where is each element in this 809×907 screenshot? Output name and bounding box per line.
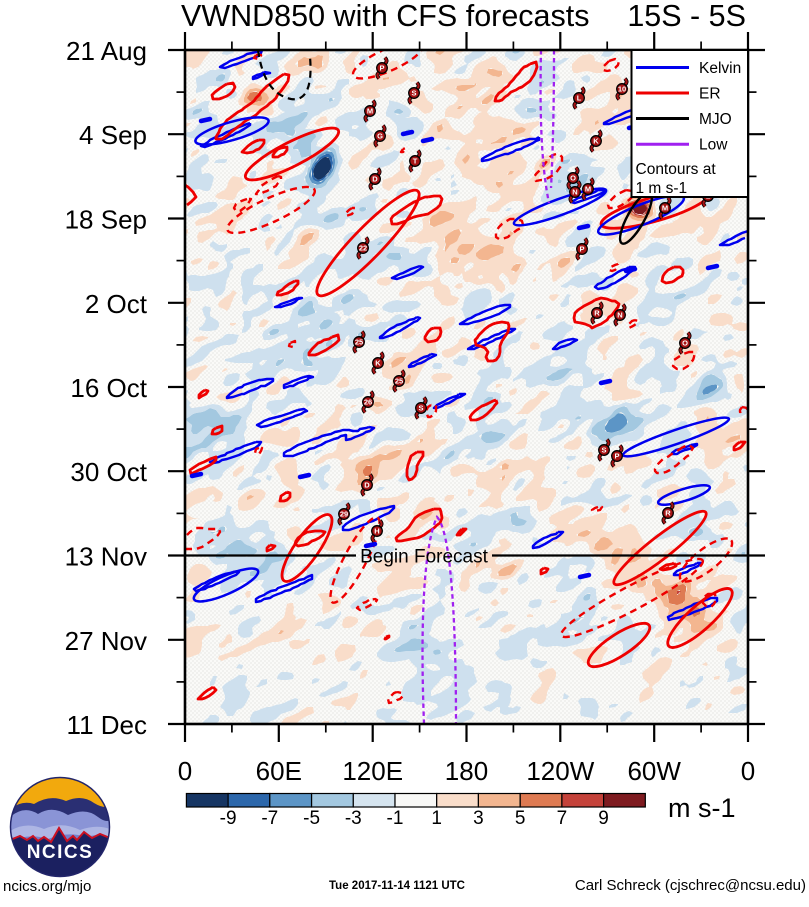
svg-text:3: 3 — [473, 808, 484, 829]
svg-text:22: 22 — [359, 244, 367, 253]
svg-text:M: M — [662, 204, 668, 213]
svg-text:25: 25 — [395, 377, 403, 386]
svg-text:11 Dec: 11 Dec — [67, 710, 147, 740]
svg-text:Tue 2017-11-14 1121 UTC: Tue 2017-11-14 1121 UTC — [329, 880, 465, 892]
svg-text:9: 9 — [598, 808, 609, 829]
svg-text:27 Nov: 27 Nov — [65, 626, 147, 656]
svg-text:S: S — [411, 89, 416, 98]
svg-text:VWND850 with CFS forecasts: VWND850 with CFS forecasts — [181, 0, 589, 33]
svg-text:K: K — [375, 359, 381, 368]
svg-text:16 Oct: 16 Oct — [70, 373, 147, 403]
svg-text:S: S — [601, 446, 606, 455]
svg-text:0: 0 — [178, 756, 192, 786]
svg-text:60E: 60E — [256, 756, 302, 786]
svg-text:R: R — [665, 509, 671, 518]
svg-text:ER: ER — [699, 86, 721, 103]
svg-text:P: P — [579, 245, 584, 254]
svg-text:N: N — [617, 311, 622, 320]
svg-text:m s-1: m s-1 — [668, 793, 736, 823]
svg-text:1 m s-1: 1 m s-1 — [636, 180, 688, 197]
svg-text:0: 0 — [741, 756, 755, 786]
svg-text:21 Aug: 21 Aug — [66, 36, 147, 66]
svg-text:-7: -7 — [261, 808, 278, 829]
svg-text:R: R — [594, 309, 600, 318]
svg-text:120W: 120W — [526, 756, 594, 786]
svg-text:5: 5 — [515, 808, 526, 829]
svg-text:60W: 60W — [627, 756, 681, 786]
svg-text:D: D — [364, 481, 370, 490]
svg-text:4 Sep: 4 Sep — [79, 120, 147, 150]
svg-text:Carl Schreck (cjschrec@ncsu.ed: Carl Schreck (cjschrec@ncsu.edu) — [575, 877, 806, 894]
svg-text:P: P — [614, 452, 619, 461]
svg-text:-5: -5 — [303, 808, 320, 829]
svg-text:D: D — [372, 175, 378, 184]
svg-text:ncics.org/mjo: ncics.org/mjo — [3, 878, 91, 895]
svg-text:2 Oct: 2 Oct — [85, 289, 148, 319]
svg-text:1: 1 — [431, 808, 442, 829]
svg-text:-3: -3 — [345, 808, 362, 829]
svg-text:Kelvin: Kelvin — [699, 60, 741, 77]
svg-text:13 Nov: 13 Nov — [65, 542, 147, 572]
svg-text:S: S — [418, 404, 423, 413]
svg-text:7: 7 — [557, 808, 568, 829]
svg-text:10: 10 — [618, 85, 626, 94]
svg-text:Begin Forecast: Begin Forecast — [360, 547, 489, 568]
svg-text:25: 25 — [355, 338, 363, 347]
svg-text:MJO: MJO — [699, 111, 732, 128]
svg-text:H: H — [374, 527, 379, 536]
svg-text:L: L — [577, 94, 582, 103]
svg-text:Low: Low — [699, 137, 728, 154]
svg-text:120E: 120E — [342, 756, 403, 786]
svg-text:M: M — [367, 107, 373, 116]
svg-text:G: G — [377, 132, 383, 141]
svg-text:K: K — [593, 137, 599, 146]
svg-text:O: O — [682, 339, 688, 348]
svg-text:29: 29 — [340, 510, 348, 519]
svg-text:15S - 5S: 15S - 5S — [627, 0, 746, 33]
svg-text:NCICS: NCICS — [27, 842, 94, 863]
svg-text:26: 26 — [364, 398, 372, 407]
svg-text:-9: -9 — [220, 808, 237, 829]
svg-text:O: O — [570, 174, 576, 183]
svg-text:Contours at: Contours at — [636, 161, 717, 178]
svg-text:18 Sep: 18 Sep — [65, 205, 147, 235]
svg-text:180: 180 — [445, 756, 488, 786]
svg-text:P: P — [379, 64, 384, 73]
svg-text:M: M — [585, 185, 591, 194]
svg-text:T: T — [413, 157, 418, 166]
svg-text:30 Oct: 30 Oct — [70, 457, 147, 487]
svg-text:N: N — [572, 188, 577, 197]
svg-text:-1: -1 — [387, 808, 404, 829]
